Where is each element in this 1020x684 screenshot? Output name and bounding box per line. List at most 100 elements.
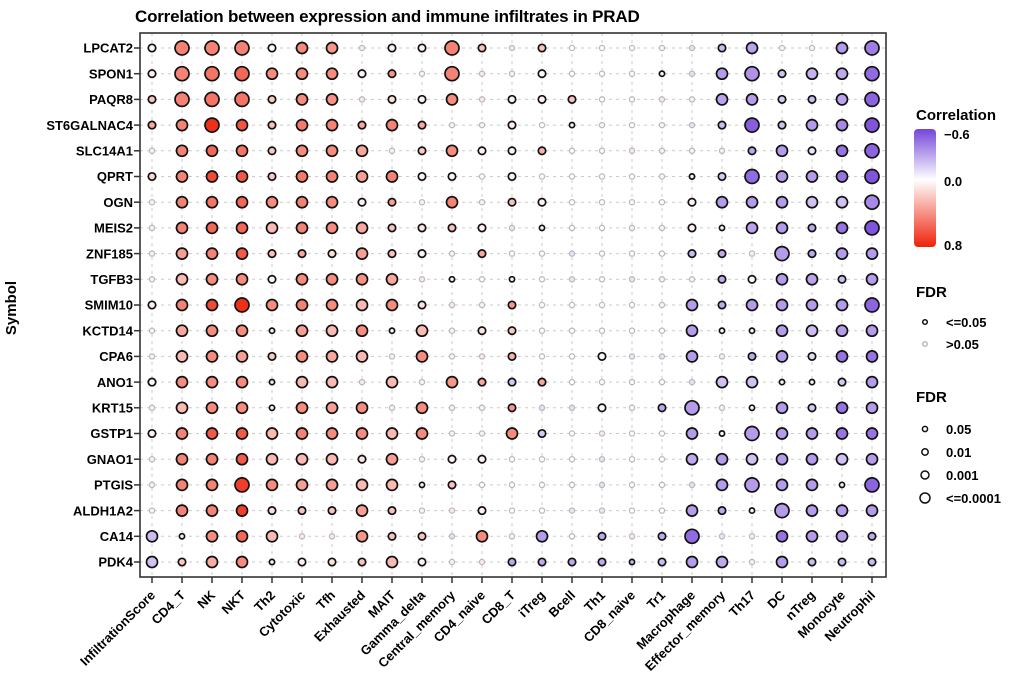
correlation-dot [355,504,369,517]
correlation-dot [537,197,547,207]
correlation-dot [774,502,790,519]
correlation-dot [355,272,369,286]
correlation-dot [688,147,696,155]
correlation-dot [448,121,456,129]
x-axis-label: iTreg [516,587,549,620]
correlation-dot [327,506,337,516]
correlation-dot [658,327,666,334]
correlation-dot [538,224,546,232]
correlation-dot [205,221,219,235]
correlation-dot [684,399,700,416]
correlation-dot [175,298,189,312]
correlation-dot [864,477,880,493]
correlation-dot [265,478,279,492]
correlation-dot [477,506,487,516]
correlation-dot [598,430,606,437]
correlation-dot [598,96,606,103]
correlation-dot [265,67,279,81]
correlation-dot [234,40,250,56]
correlation-dot [658,378,666,386]
correlation-dot [718,404,726,412]
correlation-dot [537,94,547,104]
correlation-dot [448,533,456,540]
correlation-dot [748,558,756,566]
correlation-dot [628,250,636,257]
fdr-ns-label: >0.05 [946,337,979,352]
correlation-dot [418,455,426,463]
correlation-dot [835,324,849,338]
correlation-dot [715,195,729,209]
correlation-dot [805,427,819,440]
correlation-dot [718,147,726,155]
correlation-dot [235,247,249,260]
correlation-dot [568,481,576,489]
correlation-dot [295,67,309,81]
correlation-dot [477,249,487,259]
correlation-dot [685,427,699,440]
correlation-dot [598,121,606,129]
y-axis-label: LPCAT2 [83,41,133,56]
correlation-dot [147,120,157,130]
correlation-dot [598,44,606,52]
x-axis-label: CD8_T [478,587,518,627]
correlation-dot [864,91,880,108]
correlation-dot [475,529,489,543]
x-axis-label: NK [194,587,218,611]
correlation-dot [507,377,517,387]
correlation-dot [385,298,399,312]
correlation-dot [748,533,756,540]
correlation-dot [175,221,189,235]
correlation-dot [355,401,369,415]
y-axis-label: TGFB3 [90,272,133,287]
correlation-dot [628,96,636,103]
correlation-dot [685,452,699,466]
correlation-dot [658,507,666,514]
correlation-dot [628,147,636,155]
correlation-dot [598,301,606,309]
correlation-dot [267,249,277,259]
correlation-dot [357,557,367,567]
correlation-dot [355,247,369,260]
correlation-dot [658,147,666,155]
correlation-dot [865,452,879,466]
correlation-dot [865,504,879,517]
correlation-dot [477,146,487,156]
correlation-dot [448,250,456,257]
correlation-dot [745,298,759,312]
correlation-dot [295,221,309,235]
correlation-dot [744,65,760,82]
correlation-dot [147,94,157,104]
correlation-dot [267,120,277,130]
correlation-dot [148,404,156,412]
correlation-dot [537,428,547,439]
correlation-dot [355,221,369,235]
correlation-dot [148,327,156,334]
correlation-dot [537,146,547,156]
correlation-dot [297,506,307,516]
correlation-dot [775,478,789,492]
correlation-dot [174,65,190,82]
correlation-dot [775,555,789,569]
correlation-dot [204,65,220,82]
correlation-dot [747,351,757,361]
correlation-dot [268,327,276,335]
correlation-dot [175,195,189,209]
correlation-dot [478,404,486,412]
correlation-dot [628,507,636,514]
correlation-dot [417,171,427,182]
fdr-size-label-2: 0.01 [946,445,971,460]
y-axis-label: KCTD14 [82,323,133,338]
correlation-dot [445,375,459,389]
correlation-dot [507,300,517,310]
x-axis-label: DC [764,587,788,611]
correlation-dot [778,44,786,52]
correlation-dot [148,353,156,360]
correlation-dot [447,480,457,490]
correlation-dot [805,67,819,81]
correlation-dot [598,173,606,180]
correlation-dot [268,558,276,566]
correlation-dot [538,327,546,334]
correlation-dot [685,350,699,363]
fdr-size-label-1: 0.05 [946,422,971,437]
correlation-dot [295,144,309,158]
